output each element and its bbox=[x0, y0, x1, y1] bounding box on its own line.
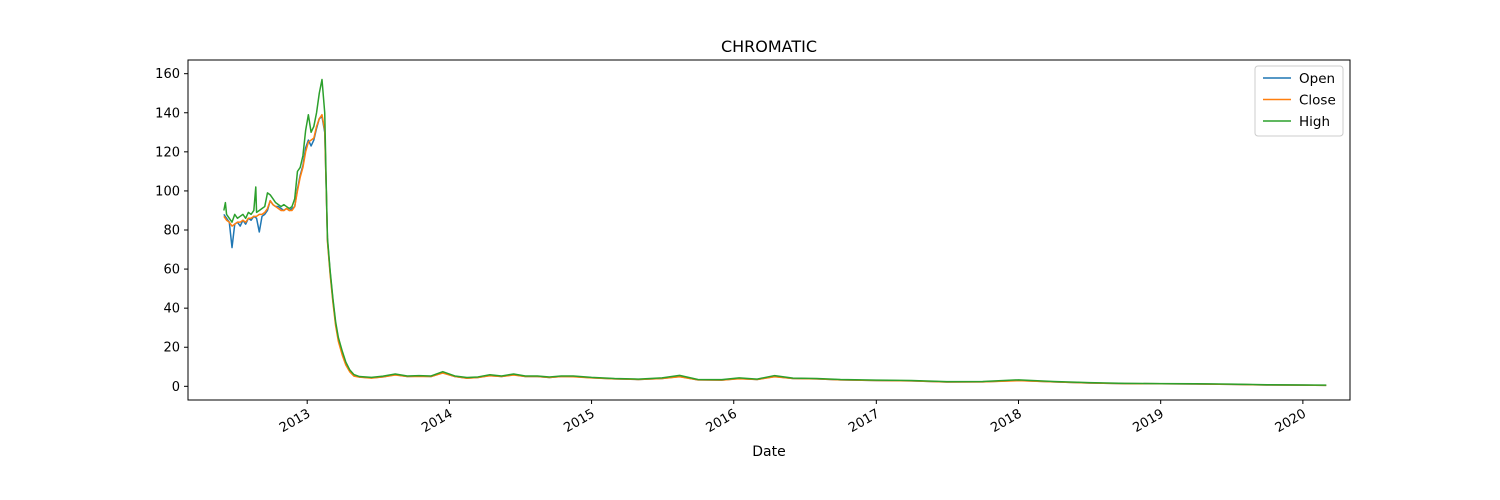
y-tick-label: 80 bbox=[163, 224, 180, 239]
x-axis-title: Date bbox=[752, 444, 785, 460]
y-tick-label: 160 bbox=[155, 67, 180, 82]
legend-label-close: Close bbox=[1299, 93, 1336, 109]
series-line-high bbox=[223, 78, 1327, 386]
legend-frame bbox=[1254, 65, 1344, 137]
y-tick-label: 100 bbox=[155, 184, 180, 199]
y-tick-label: 60 bbox=[163, 263, 180, 278]
legend-label-high: High bbox=[1299, 114, 1330, 130]
legend: Open Close High bbox=[1254, 65, 1344, 137]
series-layer bbox=[223, 78, 1327, 387]
legend-label-open: Open bbox=[1299, 71, 1335, 87]
y-tick-label: 40 bbox=[163, 302, 180, 317]
y-tick-label: 120 bbox=[155, 145, 180, 160]
y-tick-label: 20 bbox=[163, 341, 180, 356]
y-tick-label: 140 bbox=[155, 106, 180, 121]
y-tick-label: 0 bbox=[172, 380, 180, 395]
chart-title: CHROMATIC bbox=[721, 37, 817, 56]
y-axis: 0 20 40 60 80 100 120 140 160 bbox=[155, 67, 188, 395]
